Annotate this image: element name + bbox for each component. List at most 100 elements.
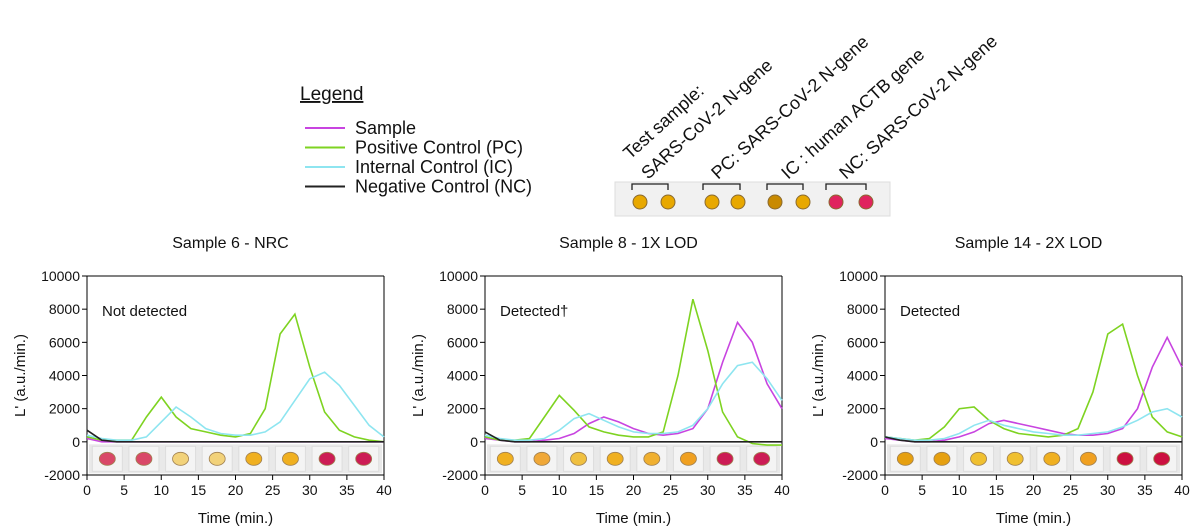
y-tick-label: 2000 bbox=[49, 401, 80, 417]
x-tick-label: 35 bbox=[339, 482, 355, 498]
x-tick-label: 0 bbox=[481, 482, 489, 498]
tube bbox=[704, 194, 720, 210]
x-tick-label: 0 bbox=[83, 482, 91, 498]
y-axis-label: L' (a.u./min.) bbox=[410, 334, 427, 417]
y-tick-label: 10000 bbox=[41, 268, 80, 284]
y-tick-label: 10000 bbox=[439, 268, 478, 284]
tube bbox=[98, 451, 116, 466]
y-tick-label: 0 bbox=[72, 434, 80, 450]
legend-label: Sample bbox=[355, 118, 416, 138]
series-line bbox=[86, 312, 385, 443]
tube bbox=[1153, 451, 1171, 466]
y-tick-label: 4000 bbox=[847, 368, 878, 384]
x-axis-label: Time (min.) bbox=[596, 510, 671, 527]
x-tick-label: 0 bbox=[881, 482, 889, 498]
legend-label: Internal Control (IC) bbox=[355, 157, 513, 177]
x-tick-label: 25 bbox=[663, 482, 679, 498]
series-line bbox=[86, 429, 384, 443]
y-tick-label: 4000 bbox=[49, 368, 80, 384]
series-line bbox=[884, 335, 1183, 443]
y-tick-label: 8000 bbox=[447, 301, 478, 317]
y-tick-label: 6000 bbox=[49, 334, 80, 350]
chart-title: Sample 8 - 1X LOD bbox=[559, 235, 698, 252]
x-tick-label: 30 bbox=[700, 482, 716, 498]
tube bbox=[1043, 451, 1061, 466]
tube bbox=[282, 451, 299, 466]
y-tick-label: -2000 bbox=[442, 467, 478, 483]
legend-label: Positive Control (PC) bbox=[355, 138, 523, 158]
y-tick-label: 4000 bbox=[447, 368, 478, 384]
tube bbox=[208, 451, 226, 466]
x-axis-label: Time (min.) bbox=[198, 510, 273, 527]
y-tick-label: 2000 bbox=[847, 401, 878, 417]
series-line bbox=[484, 361, 783, 441]
y-tick-label: 6000 bbox=[847, 334, 878, 350]
series-line bbox=[484, 320, 783, 443]
y-tick-label: -2000 bbox=[842, 467, 878, 483]
y-axis-label: L' (a.u./min.) bbox=[12, 334, 29, 417]
y-axis-label: L' (a.u./min.) bbox=[810, 334, 827, 417]
tube bbox=[606, 451, 624, 466]
x-tick-label: 15 bbox=[989, 482, 1005, 498]
series-line bbox=[86, 371, 385, 441]
series-line bbox=[484, 298, 782, 446]
tube bbox=[632, 194, 648, 210]
x-tick-label: 5 bbox=[120, 482, 128, 498]
x-tick-label: 15 bbox=[589, 482, 605, 498]
x-tick-label: 5 bbox=[518, 482, 526, 498]
tube bbox=[1116, 451, 1134, 466]
x-tick-label: 10 bbox=[951, 482, 967, 498]
chart-title: Sample 6 - NRC bbox=[172, 235, 288, 252]
tube bbox=[795, 194, 811, 210]
tube bbox=[828, 194, 844, 210]
x-axis-label: Time (min.) bbox=[996, 510, 1071, 527]
tube bbox=[643, 451, 661, 466]
x-tick-label: 10 bbox=[551, 482, 567, 498]
tube bbox=[660, 194, 676, 210]
y-tick-label: 8000 bbox=[49, 301, 80, 317]
x-tick-label: 40 bbox=[376, 482, 392, 498]
tube-cell bbox=[599, 445, 631, 472]
y-tick-label: 6000 bbox=[447, 334, 478, 350]
tube bbox=[730, 194, 746, 210]
tube bbox=[318, 451, 336, 466]
annotation: Detected† bbox=[500, 303, 568, 320]
x-tick-label: 40 bbox=[774, 482, 790, 498]
series-line bbox=[884, 407, 1183, 441]
tube bbox=[970, 451, 987, 466]
tube-photo bbox=[614, 181, 891, 217]
y-tick-label: 2000 bbox=[447, 401, 478, 417]
x-tick-label: 20 bbox=[228, 482, 244, 498]
tube bbox=[680, 451, 697, 466]
tube bbox=[135, 451, 153, 466]
tube bbox=[245, 451, 263, 466]
tube bbox=[716, 451, 734, 466]
x-tick-label: 20 bbox=[1026, 482, 1042, 498]
tube bbox=[1080, 451, 1097, 466]
tube bbox=[533, 451, 551, 466]
series-line bbox=[884, 322, 1183, 442]
tube bbox=[858, 194, 874, 210]
x-tick-label: 30 bbox=[302, 482, 318, 498]
tube bbox=[172, 451, 189, 466]
tube bbox=[896, 451, 914, 466]
y-tick-label: 0 bbox=[470, 434, 478, 450]
tube bbox=[767, 194, 783, 210]
series-line bbox=[884, 436, 1182, 443]
chart-title: Sample 14 - 2X LOD bbox=[955, 235, 1103, 252]
y-tick-label: 8000 bbox=[847, 301, 878, 317]
legend-title: Legend bbox=[300, 84, 363, 105]
x-tick-label: 40 bbox=[1174, 482, 1190, 498]
x-tick-label: 35 bbox=[1137, 482, 1153, 498]
tube bbox=[753, 451, 771, 466]
y-tick-label: 10000 bbox=[839, 268, 878, 284]
x-tick-label: 35 bbox=[737, 482, 753, 498]
tube bbox=[496, 451, 514, 466]
tube-cell bbox=[128, 445, 160, 472]
y-tick-label: -2000 bbox=[44, 467, 80, 483]
x-tick-label: 30 bbox=[1100, 482, 1116, 498]
series-line bbox=[484, 431, 782, 443]
tube bbox=[570, 451, 587, 466]
tube bbox=[1006, 451, 1024, 466]
